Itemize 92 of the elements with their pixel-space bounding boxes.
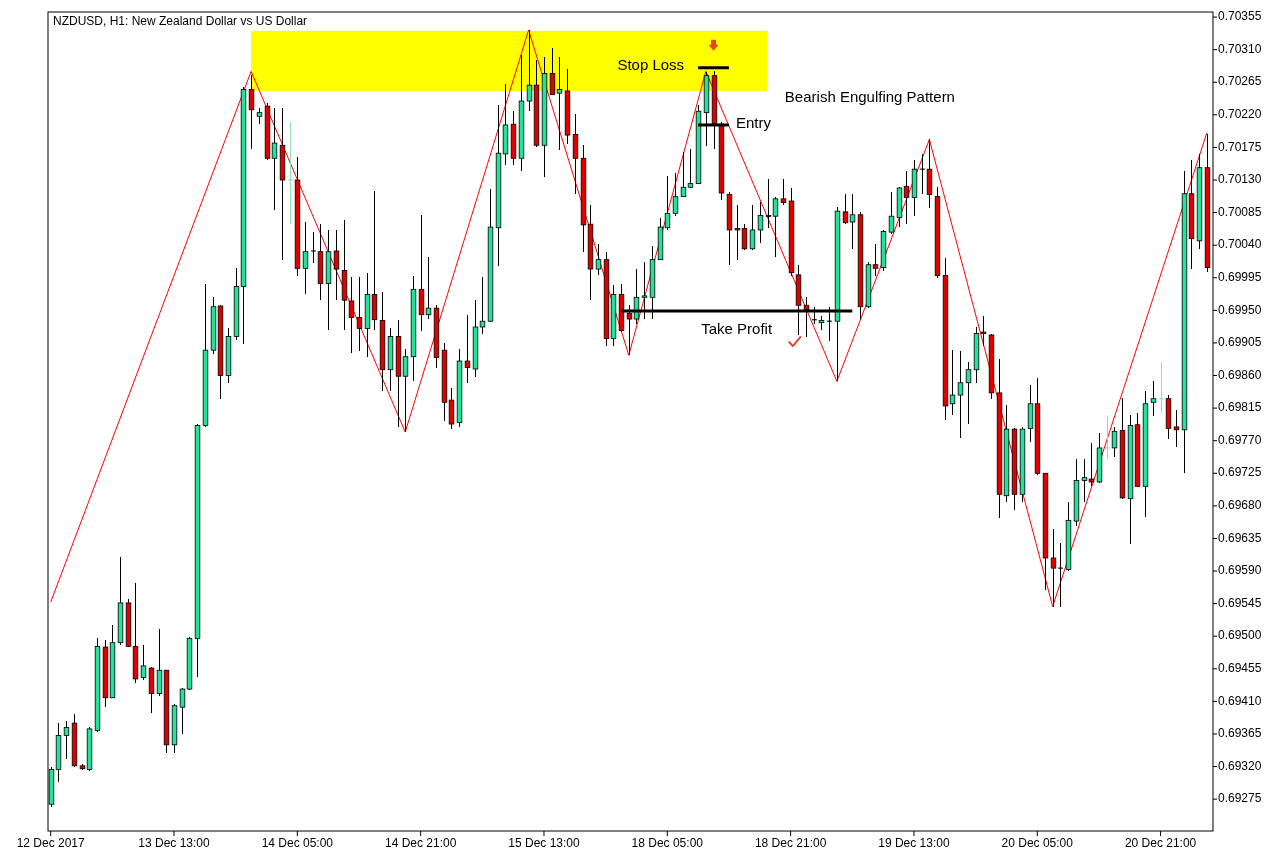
x-tick-label: 18 Dec 21:00	[754, 836, 827, 848]
y-tick-label: 0.70175	[1218, 139, 1262, 154]
y-tick-label: 0.69365	[1218, 726, 1262, 741]
y-tick-label: 0.69455	[1218, 660, 1262, 675]
candlestick	[664, 175, 671, 231]
y-tick-label: 0.69995	[1218, 269, 1262, 284]
candlestick	[849, 193, 856, 250]
candlestick	[1088, 442, 1095, 487]
y-tick-label: 0.69545	[1218, 595, 1262, 610]
y-tick-label: 0.70355	[1218, 9, 1262, 24]
y-tick-label: 0.69950	[1218, 302, 1262, 317]
y-tick-label: 0.69860	[1218, 367, 1262, 382]
candlestick	[772, 196, 779, 258]
candlestick	[140, 644, 147, 681]
y-tick-label: 0.70220	[1218, 107, 1262, 121]
y-tick-label: 0.70265	[1218, 74, 1262, 89]
candlestick	[1081, 458, 1088, 503]
candlestick	[734, 204, 741, 261]
y-tick-label: 0.69725	[1218, 465, 1262, 480]
x-tick-label: 20 Dec 05:00	[1001, 836, 1074, 848]
candlestick	[595, 243, 602, 276]
candlestick	[687, 148, 694, 189]
y-tick-label: 0.70310	[1218, 41, 1262, 56]
candlestick	[919, 153, 926, 196]
y-tick-label: 0.69770	[1218, 432, 1262, 447]
y-tick-label: 0.69635	[1218, 530, 1262, 545]
series-label: Stop Loss	[617, 55, 685, 73]
series-label: Take Profit	[701, 320, 773, 338]
x-tick-label: 14 Dec 05:00	[261, 836, 334, 848]
candlestick	[765, 177, 772, 229]
candlestick	[63, 720, 70, 760]
candlestick	[1173, 409, 1180, 448]
y-tick-label: 0.70040	[1218, 237, 1262, 252]
y-tick-label: 0.69680	[1218, 498, 1262, 513]
candlestick	[1104, 415, 1111, 460]
y-tick-label: 0.69410	[1218, 693, 1262, 708]
candlestick	[310, 231, 317, 264]
y-tick-label: 0.69275	[1218, 791, 1262, 806]
candlestick	[872, 243, 879, 277]
candlestick	[1050, 528, 1057, 608]
candlestick	[356, 276, 363, 352]
candlestick	[179, 687, 186, 735]
candlestick	[741, 223, 748, 251]
y-tick-label: 0.69905	[1218, 335, 1262, 350]
candlestick	[479, 276, 486, 335]
candlestick	[156, 628, 163, 697]
candlestick	[333, 229, 340, 301]
candlestick	[749, 204, 756, 251]
candlestick	[680, 151, 687, 198]
candlestick	[248, 74, 255, 150]
candlestick	[980, 315, 987, 347]
candlestick	[425, 256, 432, 320]
x-tick-label: 14 Dec 21:00	[384, 836, 457, 848]
y-tick-label: 0.69320	[1218, 758, 1262, 773]
candlestick	[757, 201, 764, 244]
chart-title: NZDUSD, H1: New Zealand Dollar vs US Dollar	[53, 14, 308, 28]
candlestick	[672, 172, 679, 217]
candlestick	[1150, 379, 1157, 417]
candlestick	[957, 350, 964, 439]
candlestick	[302, 221, 309, 296]
x-tick-label: 18 Dec 05:00	[631, 836, 704, 848]
candlestick	[903, 169, 910, 225]
candlestick	[402, 348, 409, 433]
candlestick	[842, 193, 849, 225]
series-label: Entry	[735, 113, 772, 131]
candlestick	[572, 113, 579, 195]
candlestick	[549, 47, 556, 96]
candlestick	[1111, 426, 1118, 458]
candlestick	[949, 349, 956, 416]
x-tick-label: 20 Dec 21:00	[1124, 836, 1197, 848]
x-tick-label: 12 Dec 2017	[16, 836, 86, 848]
y-tick-label: 0.70085	[1218, 204, 1262, 219]
candlestick	[888, 191, 895, 235]
y-tick-label: 0.69590	[1218, 563, 1262, 578]
y-tick-label: 0.70130	[1218, 172, 1262, 187]
candlestick	[271, 106, 278, 211]
y-tick-label: 0.69815	[1218, 400, 1262, 415]
x-tick-label: 15 Dec 13:00	[508, 836, 580, 848]
candlestick	[1057, 542, 1064, 608]
line-series	[50, 29, 1208, 608]
candlestick	[965, 361, 972, 425]
candlestick	[780, 178, 787, 206]
candlestick	[556, 56, 563, 151]
x-tick-label: 13 Dec 13:00	[138, 836, 211, 848]
candlestick	[526, 29, 533, 112]
candlestick	[448, 387, 455, 430]
annotation: Bearish Engulfing Pattern	[784, 88, 955, 105]
y-tick-label: 0.69500	[1218, 628, 1262, 643]
candlestick	[287, 121, 294, 225]
candlestick	[464, 314, 471, 385]
x-tick-label: 19 Dec 13:00	[878, 836, 950, 848]
candlestick	[348, 276, 355, 354]
